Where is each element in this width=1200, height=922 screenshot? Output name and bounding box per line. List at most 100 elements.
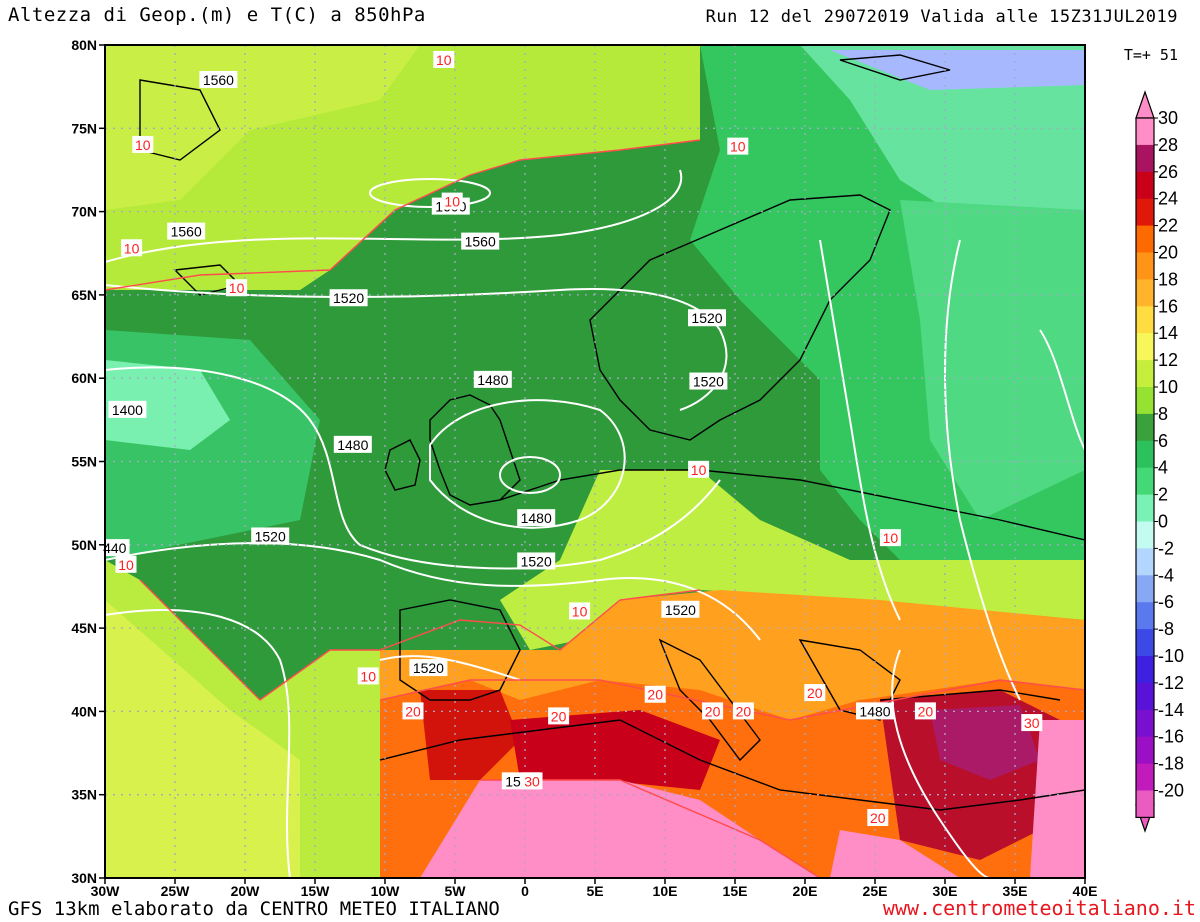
geopotential-label: 1520 — [333, 290, 364, 306]
field-28c-anatolia — [930, 705, 1040, 780]
lon-tick-label: 0 — [521, 883, 529, 899]
temperature-label-bg — [1021, 714, 1043, 732]
lat-tick-label: 80N — [71, 37, 97, 53]
colorbar-swatch — [1136, 413, 1154, 442]
temperature-label-bg — [879, 529, 901, 547]
geopotential-label: 1480 — [337, 437, 368, 453]
temperature-label-bg — [121, 239, 143, 257]
lat-tick-label: 60N — [71, 370, 97, 386]
geopotential-label: 1560 — [465, 234, 496, 250]
geopotential-label-bg — [199, 70, 238, 88]
temperature-label: 10 — [730, 139, 746, 155]
temperature-labels: 10 10 10 10 10 10 10 10 10 10 10 20 20 20 20 20 20 20 30 30… — [115, 50, 1043, 827]
geopotential-label: 1480 — [477, 372, 508, 388]
colorbar-swatch — [1136, 198, 1154, 227]
colorbar-label: 18 — [1158, 269, 1178, 289]
isotherm-10c-north — [105, 139, 701, 291]
great-britain-outline — [429, 394, 521, 506]
geopotential-label: 1520 — [521, 553, 552, 569]
geopotential-label-bg — [251, 527, 290, 545]
colorbar-swatch — [1136, 306, 1154, 334]
contour-1440 — [499, 456, 561, 494]
temperature-label: 10 — [118, 557, 134, 573]
lon-tick-label: 25W — [161, 883, 191, 899]
colorbar-label: -4 — [1158, 565, 1174, 585]
geopotential-label-bg — [461, 232, 500, 250]
lat-tick-label: 65N — [71, 287, 97, 303]
lon-tick-label: 5W — [445, 883, 467, 899]
temperature-label: 30 — [1024, 715, 1040, 731]
colorbar-swatch — [1136, 656, 1154, 684]
colorbar-swatch — [1136, 682, 1154, 711]
colorbar-swatch — [1136, 225, 1154, 253]
temperature-label-bg — [132, 135, 154, 153]
contour-1520-c — [105, 609, 291, 878]
temperature-label-bg — [688, 460, 710, 478]
temperature-label-bg — [115, 555, 137, 573]
colorbar-label: 30 — [1158, 108, 1178, 128]
colorbar-label: 14 — [1158, 323, 1178, 343]
contour-1480-east — [944, 239, 1021, 701]
colorbar-label: 20 — [1158, 243, 1178, 263]
colorbar-swatch — [1136, 360, 1154, 388]
field-30c-levant — [1030, 720, 1085, 878]
contour-1480-b — [429, 399, 626, 529]
temperature-label-bg — [402, 702, 424, 720]
colorbar-swatch — [1136, 333, 1154, 361]
geopotential-label-bg — [689, 372, 728, 390]
colorbar-label: 8 — [1158, 404, 1168, 424]
lon-tick-label: 15E — [723, 883, 748, 899]
lon-tick-label: 30W — [91, 883, 121, 899]
colorbar-swatch — [1136, 440, 1154, 469]
lon-tick-label: 25E — [863, 883, 888, 899]
colorbar-label: 16 — [1158, 296, 1178, 316]
temperature-label-bg — [569, 602, 591, 620]
colorbar-label: -12 — [1158, 673, 1184, 693]
geopotential-label-bg — [661, 600, 700, 618]
temperature-label: 20 — [870, 810, 886, 826]
temperature-isolines — [105, 139, 1085, 878]
field-14c-greenland — [105, 45, 420, 210]
geopotential-label: 1520 — [413, 660, 444, 676]
geopotential-label-bg — [333, 435, 372, 453]
colorbar-label: -14 — [1158, 700, 1184, 720]
temperature-label: 10 — [135, 137, 151, 153]
colorbar-swatch — [1136, 790, 1154, 818]
colorbar-top-arrow — [1135, 90, 1155, 119]
website-link[interactable]: www.centrometeoitaliano.it — [882, 896, 1196, 920]
temperature-label-bg — [732, 702, 754, 720]
isotherm-20c — [379, 679, 1085, 721]
isotherm-10c-south — [139, 579, 701, 701]
lat-tick-label: 30N — [71, 870, 97, 886]
colorbar-swatch — [1136, 494, 1154, 522]
contour-1520-b — [105, 542, 761, 641]
temperature-label-bg — [357, 667, 379, 685]
contour-1520-d — [379, 655, 521, 681]
lat-tick-label: 55N — [71, 454, 97, 470]
colorbar-swatch — [1136, 467, 1154, 496]
field-24c-iberia — [420, 690, 520, 780]
colorbar-swatch — [1136, 548, 1154, 576]
contour-1520-southeast — [891, 649, 991, 878]
temperature-label-bg — [441, 192, 463, 210]
geopotential-label: 1520 — [693, 374, 724, 390]
lon-tick-label: 10W — [371, 883, 401, 899]
contour-1520-east — [819, 239, 901, 621]
colorbar-label: 22 — [1158, 216, 1178, 236]
turkey-coast — [879, 689, 1061, 701]
iberia-outline — [399, 599, 521, 701]
temperature-label: 30 — [524, 773, 540, 789]
field-30c-libya — [830, 830, 960, 878]
temperature-label-bg — [226, 279, 248, 297]
colorbar-swatch — [1136, 144, 1154, 173]
geopotential-contours — [105, 169, 1085, 878]
lat-tick-label: 45N — [71, 620, 97, 636]
scandinavia-outline — [589, 194, 891, 441]
geopotential-label-bg — [100, 539, 130, 557]
colorbar-label: 0 — [1158, 512, 1168, 532]
temperature-label: 10 — [124, 240, 140, 256]
colorbar-label: 10 — [1158, 377, 1178, 397]
colorbar-label: -16 — [1158, 727, 1184, 747]
coastlines — [139, 54, 1085, 811]
